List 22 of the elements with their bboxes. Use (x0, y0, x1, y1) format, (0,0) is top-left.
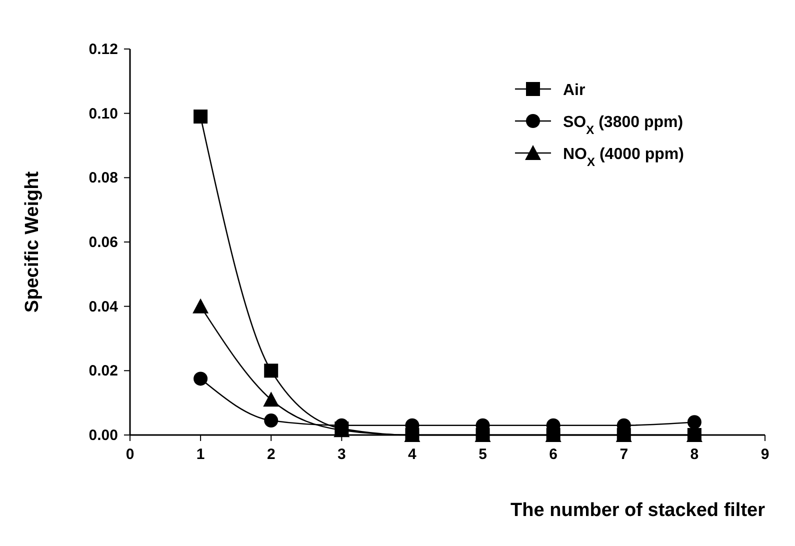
y-tick-label: 0.08 (88, 170, 118, 187)
x-tick-label: 2 (266, 446, 276, 463)
y-tick-label: 0.02 (88, 362, 118, 380)
x-axis-title: The number of stacked filter (510, 500, 766, 521)
x-tick-label: 3 (337, 446, 346, 463)
x-tick-label: 6 (549, 446, 558, 463)
y-tick-label: 0.10 (88, 105, 118, 122)
y-axis-title: Specific Weight (22, 170, 43, 313)
y-tick-label: 0.06 (88, 234, 118, 251)
x-tick-label: 0 (126, 446, 134, 463)
y-tick-label: 0.04 (88, 298, 119, 316)
x-tick-label: 7 (620, 446, 628, 463)
y-tick-label: 0.12 (88, 41, 118, 58)
x-tick-label: 8 (690, 446, 699, 463)
legend-label: Air (563, 82, 586, 99)
x-tick-label: 5 (478, 446, 487, 463)
legend-label: NO$_{X}$ (4000 ppm) (563, 146, 684, 169)
x-tick-label: 4 (408, 446, 418, 463)
legend-label: SO$_{X}$ (3800 ppm) (563, 114, 684, 137)
y-tick-label: 0.00 (88, 427, 118, 444)
x-tick-label: 1 (196, 446, 205, 463)
x-tick-label: 9 (760, 446, 770, 463)
